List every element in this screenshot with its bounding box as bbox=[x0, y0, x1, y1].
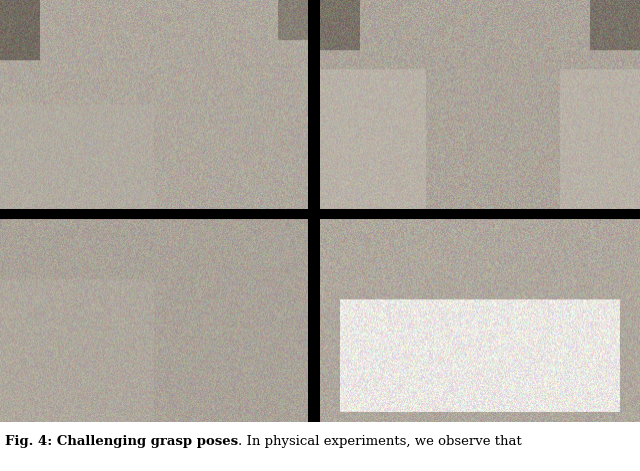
Text: Fig. 4: Challenging grasp poses: Fig. 4: Challenging grasp poses bbox=[5, 435, 238, 448]
Text: . In physical experiments, we observe that: . In physical experiments, we observe th… bbox=[238, 435, 522, 448]
